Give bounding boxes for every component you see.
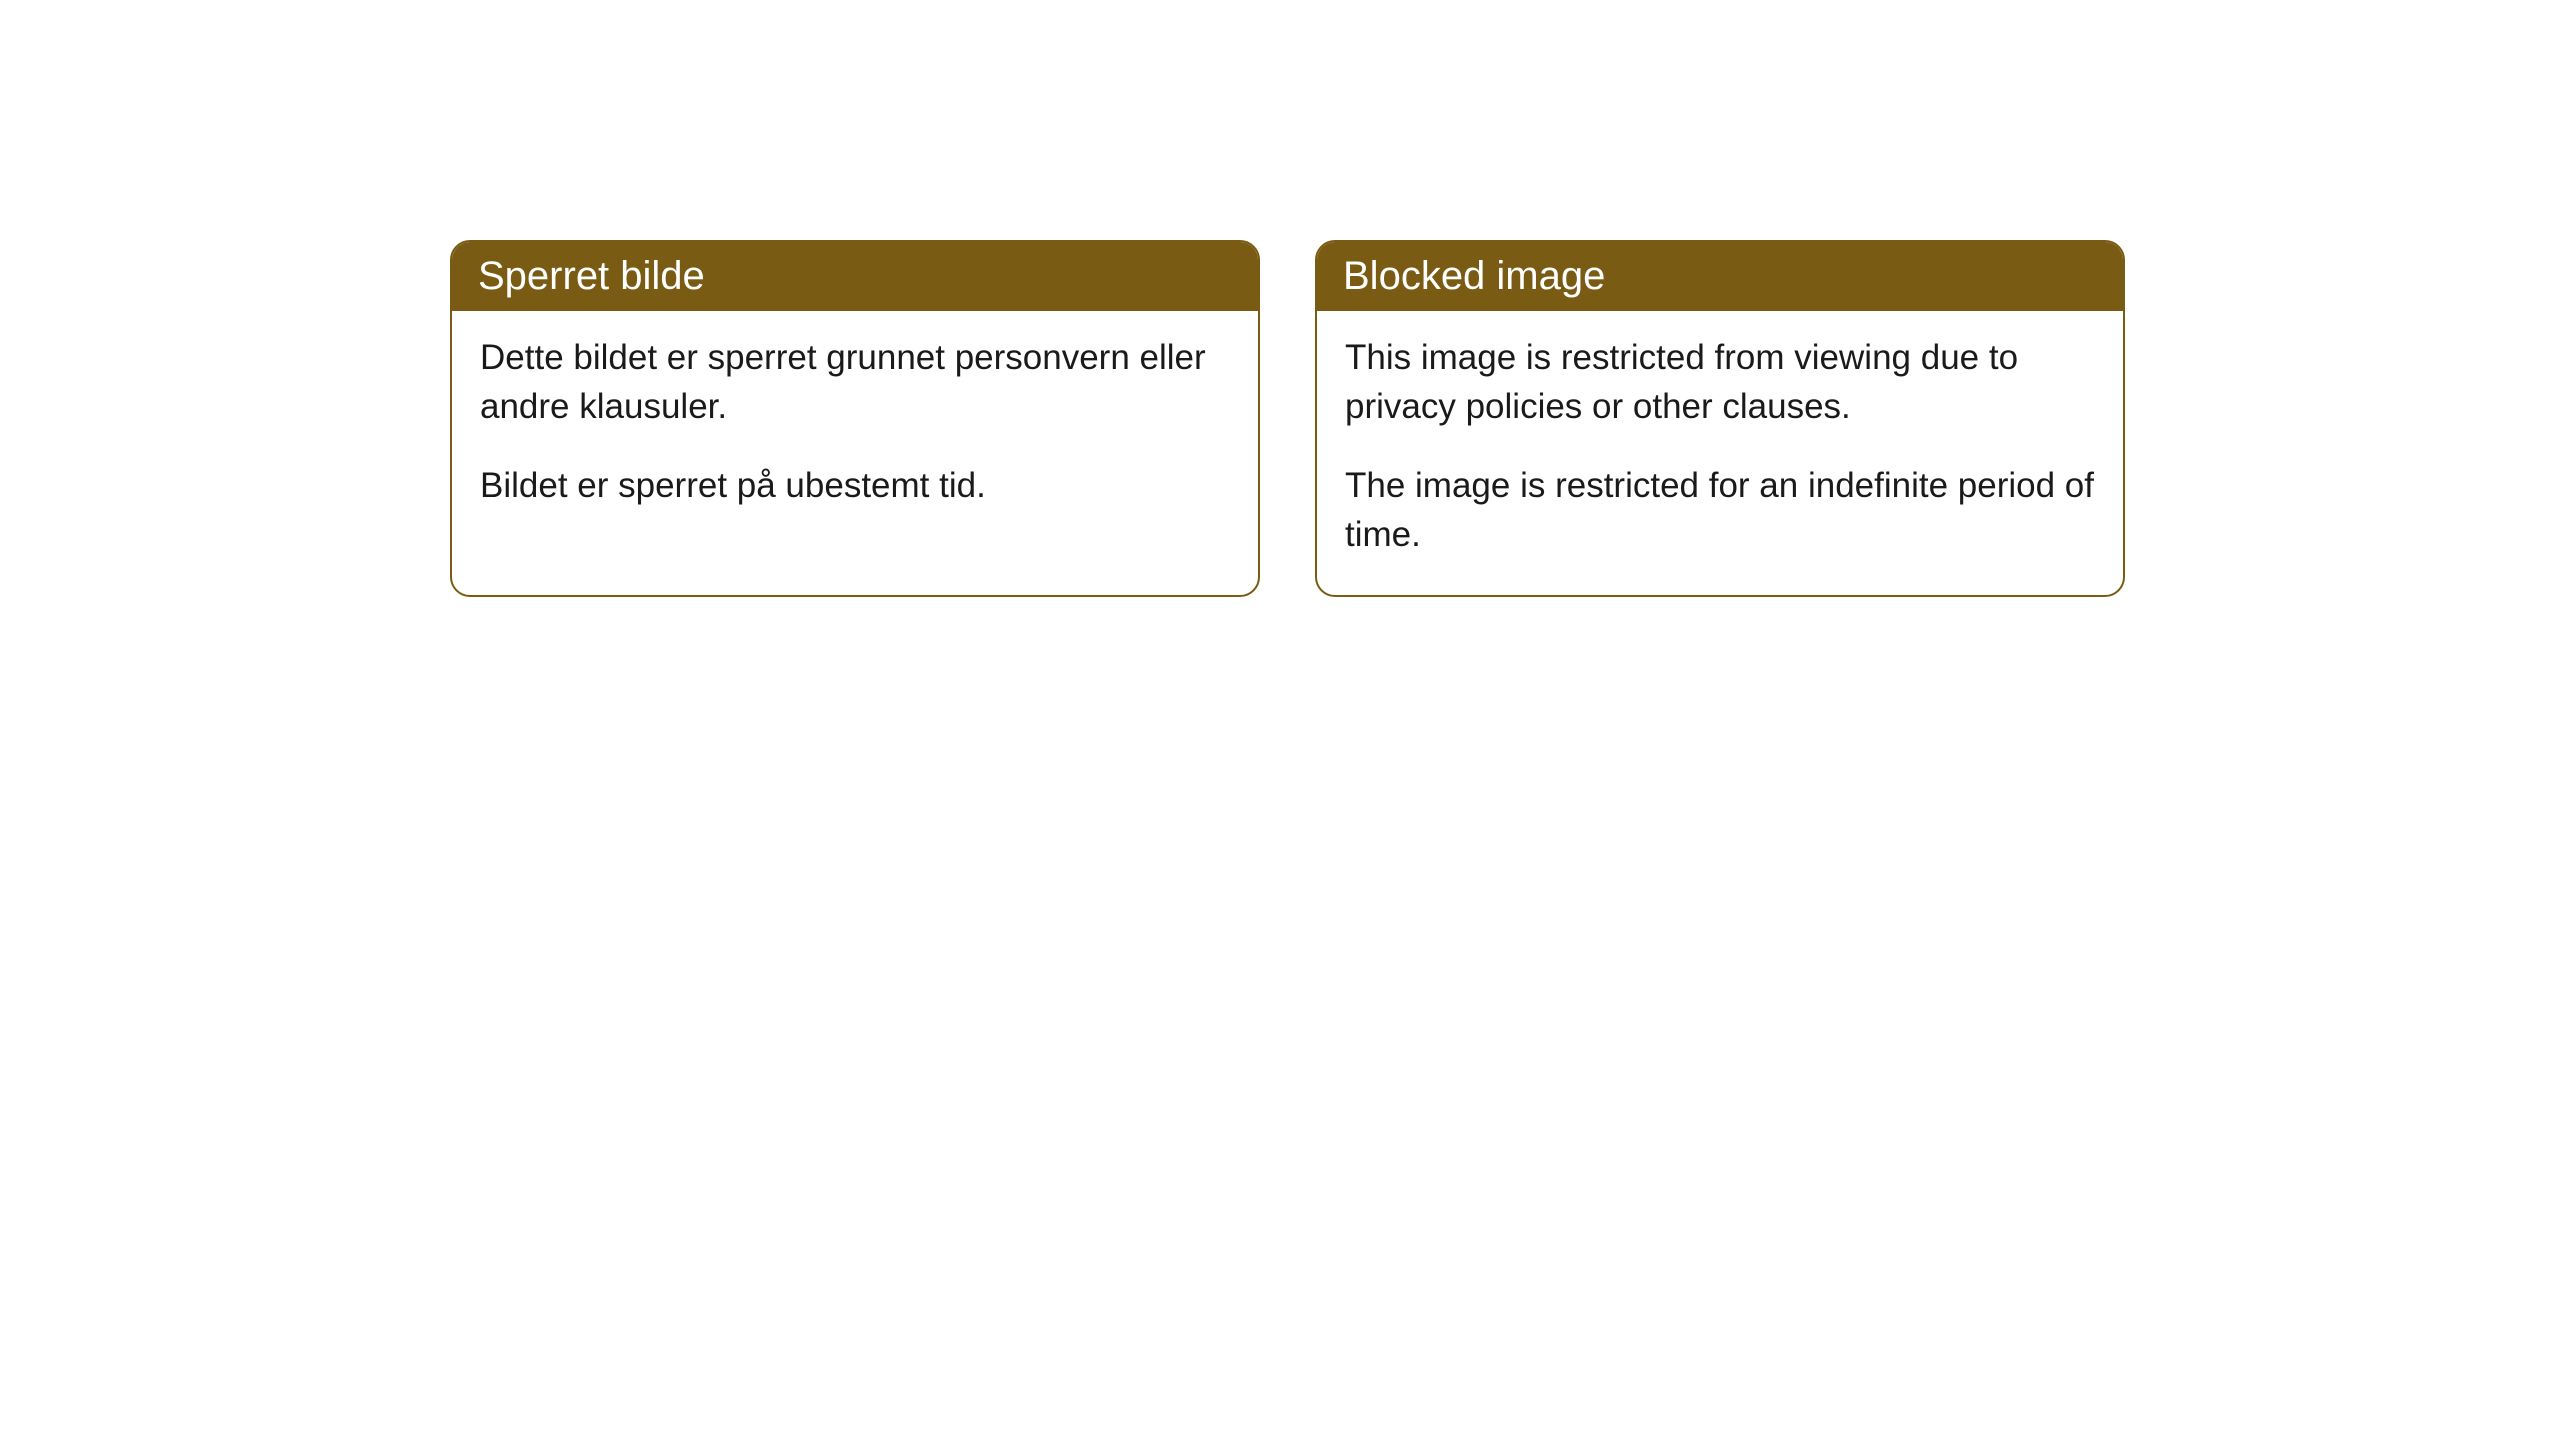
- notice-card-norwegian: Sperret bilde Dette bildet er sperret gr…: [450, 240, 1260, 597]
- notice-text-line1: This image is restricted from viewing du…: [1345, 333, 2095, 431]
- notice-text-line2: The image is restricted for an indefinit…: [1345, 461, 2095, 559]
- card-title: Sperret bilde: [478, 254, 705, 298]
- card-body-norwegian: Dette bildet er sperret grunnet personve…: [452, 311, 1258, 546]
- notice-cards-container: Sperret bilde Dette bildet er sperret gr…: [450, 240, 2560, 597]
- card-body-english: This image is restricted from viewing du…: [1317, 311, 2123, 595]
- card-header-norwegian: Sperret bilde: [452, 242, 1258, 311]
- notice-text-line2: Bildet er sperret på ubestemt tid.: [480, 461, 1230, 510]
- card-title: Blocked image: [1343, 254, 1605, 298]
- notice-text-line1: Dette bildet er sperret grunnet personve…: [480, 333, 1230, 431]
- card-header-english: Blocked image: [1317, 242, 2123, 311]
- notice-card-english: Blocked image This image is restricted f…: [1315, 240, 2125, 597]
